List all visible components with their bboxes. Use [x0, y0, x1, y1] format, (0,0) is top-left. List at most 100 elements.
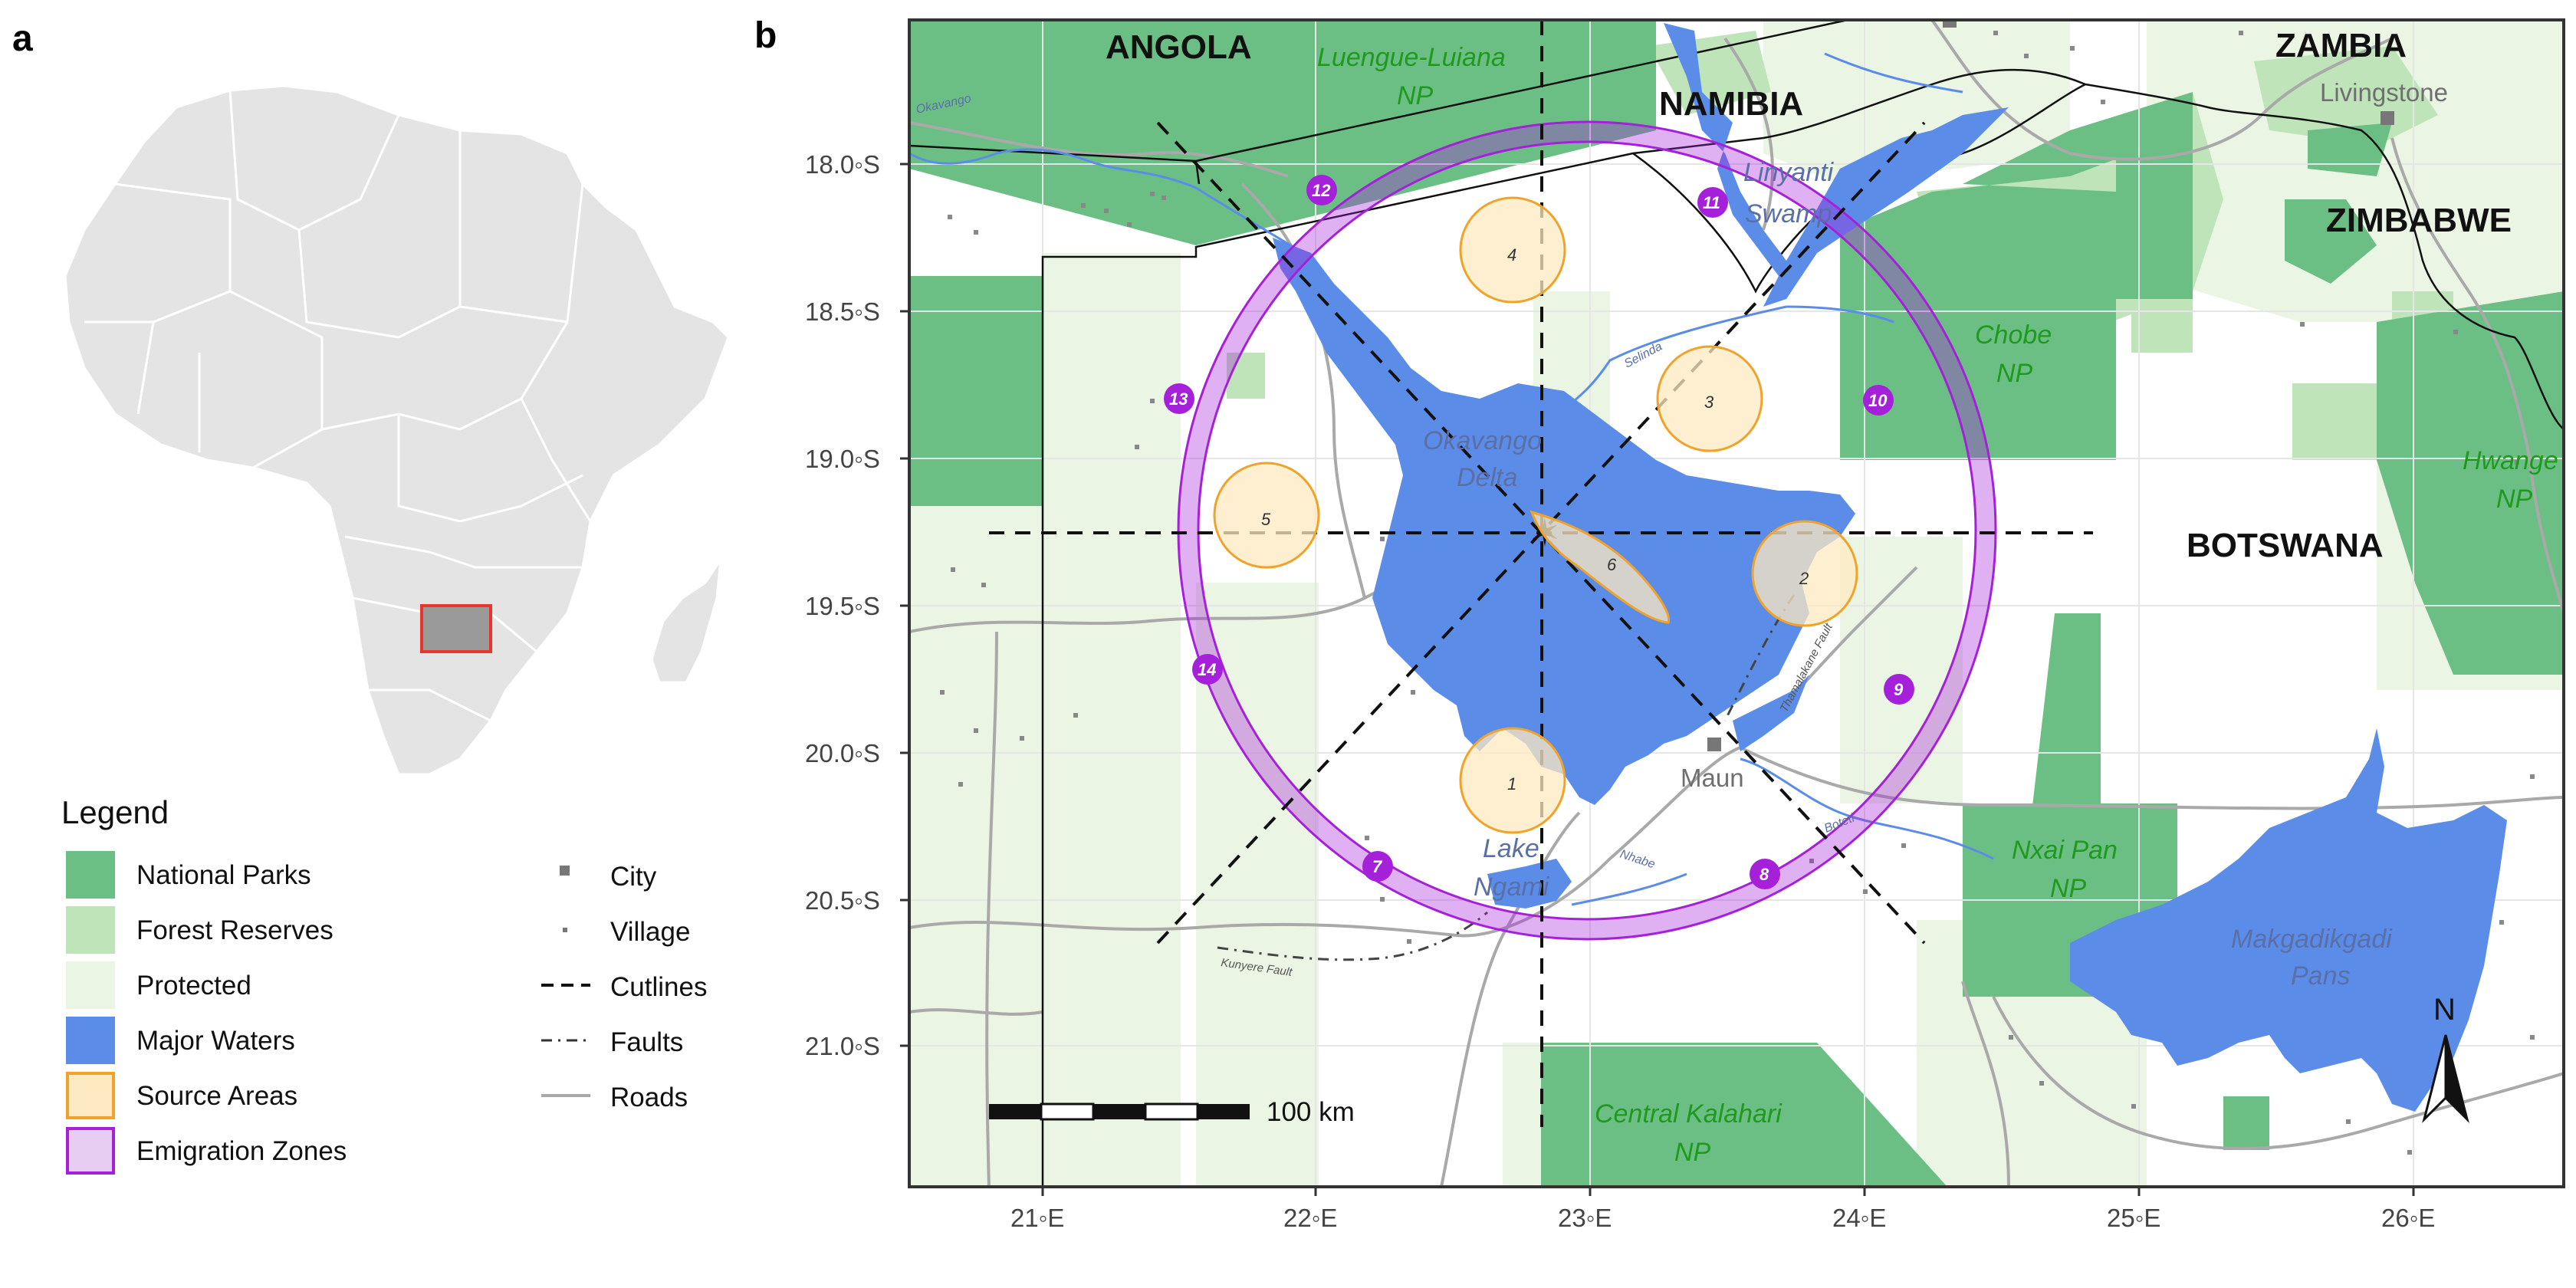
- legend-swatch-source-areas: [66, 1072, 115, 1119]
- lat-tick-20-0: 20.0◦S: [805, 739, 880, 767]
- panel-b-label: b: [754, 15, 777, 56]
- water-label-makgadikgadi-line1: Makgadikgadi: [2231, 925, 2393, 954]
- zimbabwe-park-north: [2285, 199, 2377, 284]
- central-kalahari-np: [1541, 1043, 1947, 1187]
- legend-swatch-emigration-zones: [66, 1127, 115, 1175]
- panel-a-label: a: [12, 18, 33, 59]
- water-label-ngami-line2: Ngami: [1474, 872, 1550, 902]
- emigration-zone-13-label: 13: [1169, 389, 1188, 409]
- country-label-zimbabwe: ZIMBABWE: [2326, 202, 2512, 239]
- legend-label-cutlines: Cutlines: [610, 972, 707, 1002]
- legend-label-forest-reserves: Forest Reserves: [136, 915, 334, 945]
- lon-tick-21: 21◦E: [1010, 1204, 1064, 1232]
- legend-label-village: Village: [610, 917, 690, 947]
- livingstone-city-marker: [2380, 111, 2394, 125]
- park-label-luengue-line1: Luengue-Luiana: [1317, 43, 1506, 72]
- legend-label-emigration-zones: Emigration Zones: [136, 1136, 347, 1166]
- source-area-2-label: 2: [1799, 569, 1809, 588]
- legend-label-faults: Faults: [610, 1027, 683, 1057]
- emigration-zone-12-label: 12: [1312, 181, 1331, 200]
- maun-city-marker: [1707, 738, 1721, 751]
- legend-label-major-waters: Major Waters: [136, 1026, 295, 1056]
- source-area-6-label: 6: [1607, 555, 1617, 574]
- north-arrow: [2422, 1034, 2469, 1123]
- chobe-np: [1840, 92, 2193, 460]
- legend-label-national-parks: National Parks: [136, 860, 311, 890]
- hwange-np: [2377, 291, 2564, 675]
- country-label-angola: ANGOLA: [1106, 28, 1252, 66]
- source-area-1: [1459, 727, 1566, 834]
- park-label-central-kalahari-line1: Central Kalahari: [1595, 1099, 1783, 1129]
- town-label-livingstone: Livingstone: [2320, 78, 2448, 107]
- villages: [940, 31, 2535, 1155]
- delta-channel: [1733, 675, 1809, 751]
- luengue-luiana-np: [909, 20, 1656, 245]
- water-label-okavango-line1: Okavango: [1423, 426, 1542, 455]
- africa-borders: [84, 90, 592, 722]
- park-label-hwange-line2: NP: [2496, 485, 2533, 514]
- madagascar-shape: [650, 559, 722, 684]
- park-label-hwange-line1: Hwange: [2463, 446, 2558, 475]
- western-park: [909, 276, 1043, 506]
- lon-tick-26: 26◦E: [2381, 1204, 2435, 1232]
- emigration-zone-8-label: 8: [1760, 865, 1769, 884]
- lat-tick-21-0: 21.0◦S: [805, 1032, 880, 1060]
- lat-tick-19-5: 19.5◦S: [805, 592, 880, 620]
- scale-bar-label: 100 km: [1267, 1097, 1355, 1127]
- thamalakane-fault: [1723, 594, 1796, 721]
- emigration-zone-14-label: 14: [1198, 660, 1216, 679]
- chobe-np-extra: [2116, 130, 2193, 299]
- country-label-namibia: NAMIBIA: [1659, 85, 1803, 123]
- water-label-makgadikgadi-line2: Pans: [2291, 961, 2351, 991]
- zimbabwe-park-top: [2308, 123, 2392, 176]
- lat-tick-19-0: 19.0◦S: [805, 445, 880, 473]
- park-label-luengue-line2: NP: [1397, 81, 1434, 110]
- legend-label-city: City: [610, 862, 657, 892]
- emigration-zone-ring: [1178, 122, 1996, 939]
- emigration-zone-markers: [1164, 175, 1914, 889]
- source-area-5-label: 5: [1261, 510, 1271, 529]
- study-area-map: ✶ 1 2 3 4 5 6 7: [805, 18, 2565, 1232]
- okavango-delta: [1273, 238, 1855, 805]
- emigration-zone-11-label: 11: [1703, 193, 1720, 212]
- legend-swatch-national-parks: [66, 851, 115, 899]
- north-arrow-label: N: [2433, 993, 2456, 1027]
- water-label-linyanti-line2: Swamp: [1745, 199, 1832, 228]
- emigration-ring-inner: [1197, 140, 1977, 921]
- emigration-zone-7-label: 7: [1372, 857, 1383, 876]
- africa-continent-shape: [64, 84, 730, 776]
- legend: Legend National Parks Forest Reserves Pr…: [61, 794, 707, 1175]
- emigration-ring-outer: [1177, 120, 1997, 941]
- study-area-highlight: [420, 604, 492, 653]
- kasane-city-marker: [1943, 20, 1957, 28]
- map-frame: [908, 18, 2565, 1188]
- source-area-5: [1213, 462, 1320, 569]
- legend-swatch-forest-reserves: [66, 906, 115, 954]
- legend-label-protected: Protected: [136, 971, 251, 1001]
- rivers: [909, 52, 1994, 906]
- source-area-4-label: 4: [1507, 245, 1516, 264]
- latitude-ticks: [900, 163, 909, 1047]
- lat-tick-18-5: 18.5◦S: [805, 297, 880, 326]
- lon-tick-22: 22◦E: [1283, 1204, 1337, 1232]
- linyanti-swamp: [1664, 23, 2009, 307]
- source-area-3-label: 3: [1704, 393, 1714, 412]
- legend-title: Legend: [61, 794, 169, 830]
- roads: [909, 20, 2564, 1187]
- lat-tick-18-0: 18.0◦S: [805, 150, 880, 179]
- national-parks: [909, 20, 2564, 1187]
- source-area-2: [1751, 520, 1858, 627]
- legend-label-source-areas: Source Areas: [136, 1081, 297, 1111]
- park-label-chobe-line1: Chobe: [1975, 320, 2052, 350]
- small-park-south: [2223, 1096, 2269, 1150]
- lat-tick-20-5: 20.5◦S: [805, 886, 880, 915]
- source-area-4: [1459, 196, 1566, 304]
- country-label-botswana: BOTSWANA: [2187, 527, 2384, 564]
- water-label-linyanti-line1: Linyanti: [1743, 158, 1835, 187]
- source-areas: [1213, 196, 1858, 834]
- park-label-nxai-line2: NP: [2050, 874, 2087, 903]
- lon-tick-24: 24◦E: [1832, 1204, 1886, 1232]
- legend-symbol-city: [560, 866, 570, 876]
- park-label-nxai-line1: Nxai Pan: [2012, 836, 2118, 865]
- source-area-1-label: 1: [1507, 774, 1516, 794]
